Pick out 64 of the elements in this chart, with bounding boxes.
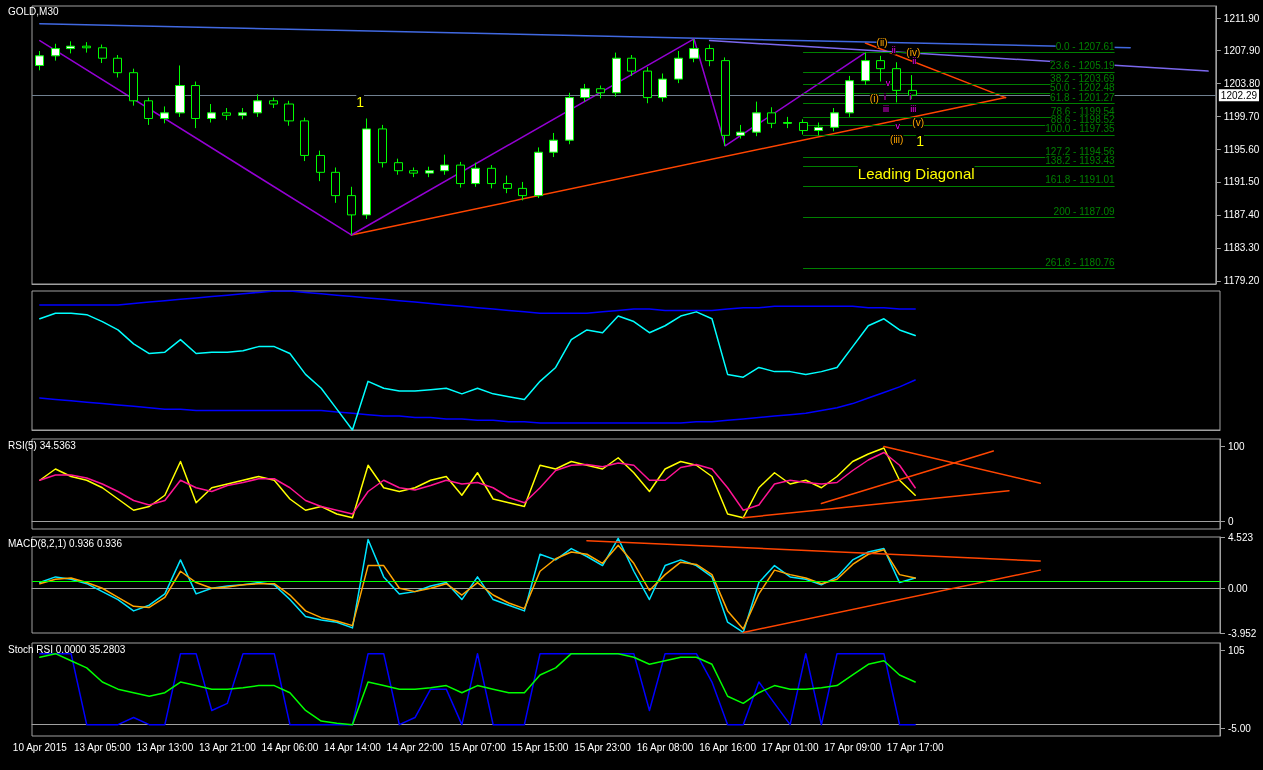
y-tick-label: 1179.20	[1223, 275, 1260, 287]
annotation: 0.0 - 1207.61	[1055, 41, 1116, 53]
annotation: (iv)	[906, 47, 921, 59]
annotation: 138.2 - 1193.43	[1045, 154, 1116, 166]
x-tick-label: 15 Apr 15:00	[511, 741, 569, 753]
y-tick-label: 1195.60	[1223, 143, 1260, 155]
y-tick-label: 1211.90	[1223, 12, 1260, 24]
x-tick-label: 14 Apr 22:00	[386, 741, 444, 753]
y-tick-label: 100	[1228, 441, 1246, 452]
ref-line-label: 1202.29	[1220, 89, 1258, 101]
y-tick-label: 105	[1228, 644, 1246, 656]
annotation: 88.6 - 1198.52	[1050, 114, 1116, 126]
x-tick-label: 10 Apr 2015	[12, 741, 68, 753]
annotation: ii	[891, 45, 896, 56]
annotation: 100.0 - 1197.35	[1045, 123, 1116, 135]
x-tick-label: 17 Apr 01:00	[761, 741, 819, 753]
chart-title: Stoch RSI 0.0000 35.2803	[8, 643, 126, 655]
annotation: 127.2 - 1194.56	[1045, 145, 1116, 157]
x-tick-label: 16 Apr 08:00	[636, 741, 694, 753]
x-tick-label: 17 Apr 17:00	[886, 741, 944, 753]
annotation: 161.8 - 1191.01	[1045, 174, 1116, 186]
annotation: (ii)	[876, 37, 888, 49]
annotation: 78.6 - 1199.54	[1050, 105, 1116, 117]
x-tick-label: 15 Apr 23:00	[574, 741, 632, 753]
annotation: 61.8 - 1201.27	[1050, 91, 1116, 103]
y-tick-label: 1191.50	[1223, 176, 1260, 188]
annotation: i	[884, 91, 887, 102]
annotation: v	[895, 120, 901, 131]
annotation: 261.8 - 1180.76	[1045, 256, 1116, 268]
x-tick-label: 17 Apr 09:00	[824, 741, 882, 753]
annotation: 38.2 - 1203.69	[1050, 72, 1116, 84]
y-tick-label: -5.00	[1228, 722, 1252, 734]
annotation: v	[885, 78, 891, 89]
annotation: 200 - 1187.09	[1053, 205, 1116, 217]
y-tick-label: 1187.40	[1223, 209, 1260, 221]
y-tick-label: 4.523	[1228, 531, 1254, 543]
y-tick-label: 1183.30	[1223, 242, 1260, 254]
x-tick-label: 13 Apr 21:00	[199, 741, 257, 753]
annotation: (i)	[869, 92, 879, 104]
y-tick-label: 1207.90	[1223, 44, 1261, 56]
x-tick-label: 15 Apr 07:00	[449, 741, 507, 753]
x-tick-label: 14 Apr 14:00	[324, 741, 382, 753]
annotation: 1	[356, 94, 365, 110]
x-tick-label: 13 Apr 05:00	[73, 741, 132, 753]
annotation: 50.0 - 1202.48	[1050, 82, 1116, 94]
annotation: 23.6 - 1205.19	[1050, 60, 1116, 72]
annotation: ii	[912, 55, 917, 66]
y-tick-label: 1203.80	[1223, 77, 1261, 89]
annotation: i	[909, 91, 912, 102]
annotation: Leading Diagonal	[857, 164, 975, 182]
chart-title: GOLD,M30	[8, 5, 60, 17]
y-tick-label: -3.952	[1228, 627, 1257, 639]
annotation: iii	[910, 104, 917, 114]
x-tick-label: 16 Apr 16:00	[699, 741, 757, 753]
annotation: iii	[883, 104, 889, 114]
x-tick-label: 13 Apr 13:00	[136, 741, 194, 753]
y-tick-label: 0.00	[1228, 582, 1248, 594]
y-tick-label: 1199.70	[1223, 110, 1260, 122]
x-tick-label: 14 Apr 06:00	[261, 741, 319, 753]
annotation: (iii)	[890, 133, 904, 145]
chart-title: RSI(5) 34.5363	[8, 439, 77, 451]
y-tick-label: 0	[1228, 516, 1234, 527]
annotation: 1	[916, 133, 925, 149]
chart-title: MACD(8,2,1) 0.936 0.936	[8, 537, 123, 549]
